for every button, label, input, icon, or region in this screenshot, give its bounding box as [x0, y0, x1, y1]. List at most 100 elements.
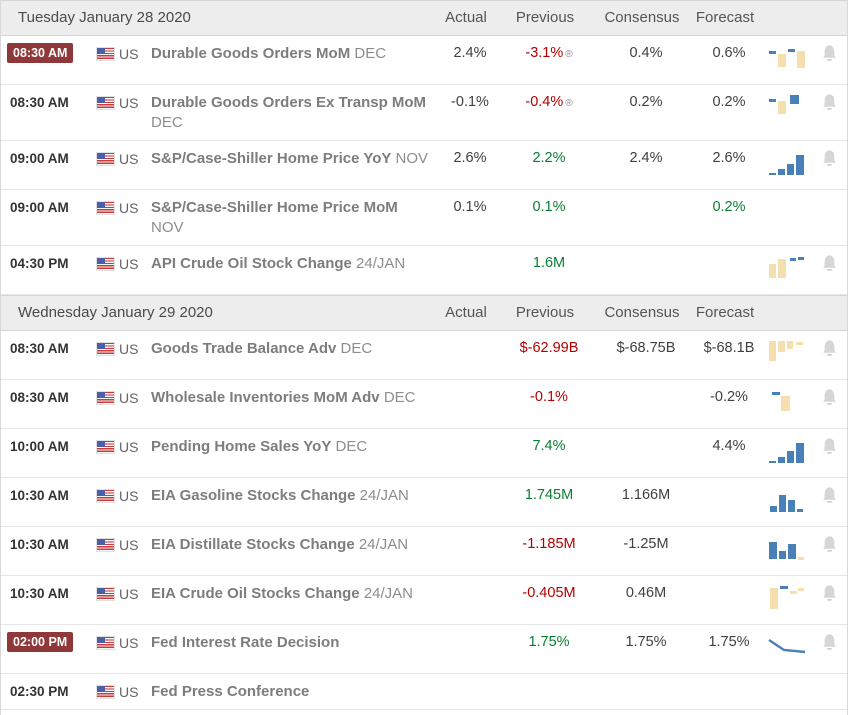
sparkline-chart[interactable] — [767, 339, 807, 367]
forecast-value: 1.75% — [708, 634, 750, 650]
country-label: US — [119, 635, 139, 651]
us-flag-icon — [97, 48, 114, 60]
column-header-actual: Actual — [435, 304, 497, 322]
value-forecast: 2.6% — [695, 149, 763, 168]
consensus-value: 1.75% — [625, 634, 667, 650]
section-date: Wednesday January 29 2020 — [18, 304, 213, 321]
event-link[interactable]: Wholesale Inventories MoM Adv DEC — [151, 389, 416, 406]
forecast-value: -0.2% — [710, 389, 748, 405]
sparkline-chart[interactable] — [767, 486, 807, 514]
sparkline-chart[interactable] — [767, 633, 807, 661]
sparkline-chart[interactable] — [767, 535, 807, 563]
event-time: 10:30 AM — [10, 537, 69, 552]
alert-bell-icon[interactable] — [821, 486, 838, 510]
column-header-previous: Previous — [497, 9, 593, 27]
value-consensus: -1.25M — [597, 535, 695, 554]
sparkline-chart[interactable] — [767, 254, 807, 282]
sparkline-cell — [763, 339, 811, 372]
calendar-event-row: 10:30 AM US EIA Crude Oil Stocks Change 24… — [1, 576, 847, 625]
alert-bell-icon[interactable] — [821, 535, 838, 559]
column-header-label: Forecast — [695, 9, 755, 26]
event-time-cell: 02:00 PM — [1, 632, 89, 652]
event-name: Fed Interest Rate Decision — [151, 634, 340, 651]
calendar-event-row: 09:00 AM US S&P/Case-Shiller Home Price Mo… — [1, 190, 847, 246]
country-label: US — [119, 390, 139, 406]
us-flag-icon — [97, 539, 114, 551]
event-time-cell: 10:30 AM — [1, 535, 89, 554]
event-link[interactable]: Fed Press Conference — [151, 683, 309, 700]
calendar-event-row: 04:30 PM US API Crude Oil Stock Change 24/… — [1, 246, 847, 295]
event-link[interactable]: Goods Trade Balance Adv DEC — [151, 340, 372, 357]
event-cell: Fed Press Conference — [151, 682, 439, 702]
value-previous: 1.6M — [501, 254, 597, 273]
event-link[interactable]: EIA Gasoline Stocks Change 24/JAN — [151, 487, 409, 504]
event-reference-period: 24/JAN — [359, 487, 409, 504]
previous-value: 0.1% — [532, 199, 566, 215]
sparkline-chart[interactable] — [767, 44, 807, 72]
alert-bell-icon[interactable] — [821, 437, 838, 461]
value-previous: -0.1% — [501, 388, 597, 407]
event-link[interactable]: Durable Goods Orders MoM DEC — [151, 45, 386, 62]
value-previous: -0.405M — [501, 584, 597, 603]
sparkline-chart[interactable] — [767, 149, 807, 177]
value-consensus: 1.166M — [597, 486, 695, 505]
country-label: US — [119, 151, 139, 167]
event-link[interactable]: EIA Crude Oil Stocks Change 24/JAN — [151, 585, 413, 602]
alert-bell-icon[interactable] — [821, 254, 838, 278]
event-name: EIA Crude Oil Stocks Change — [151, 585, 360, 602]
event-link[interactable]: Durable Goods Orders Ex Transp MoM DEC — [151, 94, 426, 131]
calendar-event-row: 09:00 AM US S&P/Case-Shiller Home Price Yo… — [1, 141, 847, 190]
event-reference-period: DEC — [335, 438, 368, 455]
forecast-value: 2.6% — [712, 150, 746, 166]
value-previous: $-62.99B — [501, 339, 597, 358]
event-link[interactable]: Fed Interest Rate Decision — [151, 634, 339, 651]
alert-bell-icon[interactable] — [821, 93, 838, 117]
calendar-event-row: 08:30 AM US Durable Goods Orders MoM DEC 2.… — [1, 36, 847, 85]
bell-cell — [811, 437, 847, 461]
event-link[interactable]: S&P/Case-Shiller Home Price MoM NOV — [151, 199, 398, 236]
event-name: API Crude Oil Stock Change — [151, 255, 352, 272]
country-label: US — [119, 341, 139, 357]
event-link[interactable]: EIA Distillate Stocks Change 24/JAN — [151, 536, 408, 553]
event-country-cell: US — [89, 388, 151, 406]
sparkline-chart[interactable] — [767, 388, 807, 416]
consensus-value: 0.4% — [629, 45, 663, 61]
alert-bell-icon[interactable] — [821, 584, 838, 608]
bell-cell — [811, 633, 847, 657]
event-time: 08:30 AM — [10, 95, 69, 110]
column-header-forecast: Forecast — [691, 9, 759, 27]
event-country-cell: US — [89, 149, 151, 167]
event-link[interactable]: API Crude Oil Stock Change 24/JAN — [151, 255, 405, 272]
alert-bell-icon[interactable] — [821, 44, 838, 68]
alert-bell-icon[interactable] — [821, 339, 838, 363]
sparkline-chart[interactable] — [767, 93, 807, 121]
event-country-cell: US — [89, 486, 151, 504]
alert-bell-icon[interactable] — [821, 388, 838, 412]
event-country-cell: US — [89, 198, 151, 216]
forecast-value: 0.2% — [712, 199, 746, 215]
bell-cell — [811, 339, 847, 363]
value-forecast: 1.75% — [695, 633, 763, 652]
actual-value: 0.1% — [453, 199, 487, 215]
country-label: US — [119, 439, 139, 455]
alert-bell-icon[interactable] — [821, 149, 838, 173]
event-time-cell: 08:30 AM — [1, 93, 89, 112]
value-forecast: 0.2% — [695, 93, 763, 112]
alert-bell-icon[interactable] — [821, 633, 838, 657]
event-name: Wholesale Inventories MoM Adv — [151, 389, 380, 406]
country-label: US — [119, 586, 139, 602]
sparkline-chart[interactable] — [767, 584, 807, 612]
event-link[interactable]: Pending Home Sales YoY DEC — [151, 438, 367, 455]
calendar-event-row: 08:30 AM US Goods Trade Balance Adv DEC $-6… — [1, 331, 847, 380]
sparkline-chart[interactable] — [767, 437, 807, 465]
value-actual: 2.6% — [439, 149, 501, 168]
event-reference-period: DEC — [383, 389, 416, 406]
previous-value: 7.4% — [532, 438, 566, 454]
forecast-value: 0.6% — [712, 45, 746, 61]
event-link[interactable]: S&P/Case-Shiller Home Price YoY NOV — [151, 150, 428, 167]
calendar-event-row: 02:30 PM US Fed Press Conference — [1, 674, 847, 710]
event-cell: EIA Gasoline Stocks Change 24/JAN — [151, 486, 439, 506]
section-header: Wednesday January 29 2020 Actual Previous C… — [1, 295, 847, 331]
previous-value: -0.1% — [530, 389, 568, 405]
